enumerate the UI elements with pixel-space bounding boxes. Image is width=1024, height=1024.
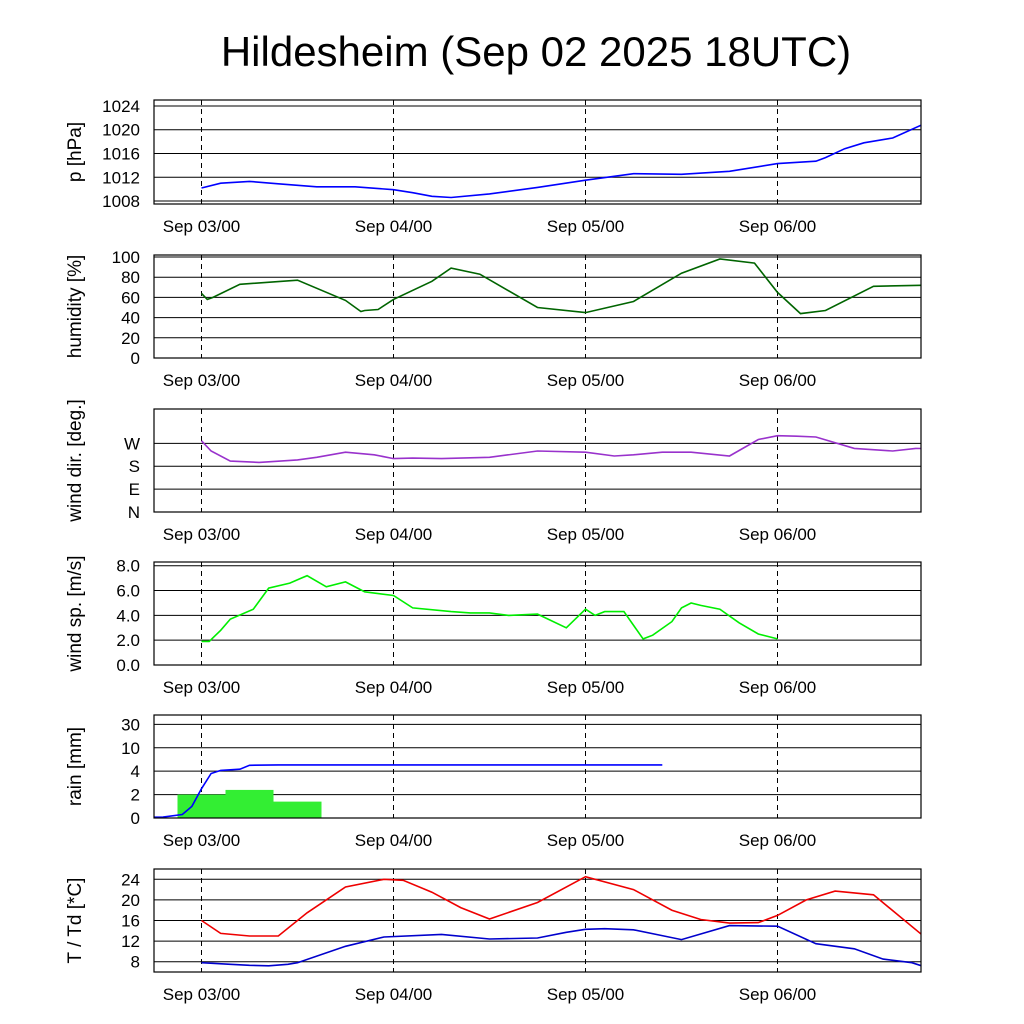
y-tick-label: 24 [121,870,140,889]
y-tick-label: 40 [121,309,140,328]
x-tick-label: Sep 05/00 [547,217,625,236]
x-tick-label: Sep 05/00 [547,831,625,850]
panel-1: 1008 1012 1016 1020 1024 Sep 03/00 Sep 04/00 Se… [65,97,922,236]
y-tick-label: 0 [131,349,140,368]
y-tick-label: 12 [121,932,140,951]
y-tick-label: 20 [121,329,140,348]
x-tick-label: Sep 06/00 [739,525,817,544]
y-tick-label: 2 [131,786,140,805]
y-tick-label: 8 [131,953,140,972]
y-tick-label: W [124,434,140,453]
x-tick-label: Sep 03/00 [163,831,241,850]
x-tick-label: Sep 06/00 [739,831,817,850]
x-tick-label: Sep 03/00 [163,678,241,697]
y-axis-label: T / Td [*C] [65,878,86,964]
y-tick-label: 4.0 [116,606,140,625]
x-tick-label: Sep 05/00 [547,371,625,390]
series-line-1 [201,574,778,643]
y-tick-label: 1012 [102,168,140,187]
series-line-1 [154,764,663,818]
series-line-2 [201,924,921,967]
y-axis-label: rain [mm] [65,727,86,806]
y-tick-label: 4 [131,762,140,781]
panel-5: 0 2 4 10 30 Sep 03/00 Sep 04/00 Sep 05/00 Sep 06… [65,714,922,850]
rain-bar [273,801,322,818]
x-tick-label: Sep 03/00 [163,985,241,1004]
x-tick-label: Sep 05/00 [547,678,625,697]
y-tick-label: 6.0 [116,582,140,601]
series-line-1 [201,875,921,937]
x-tick-label: Sep 05/00 [547,985,625,1004]
rain-bar [225,789,274,818]
y-tick-label: 8.0 [116,557,140,576]
panel-4: 0.0 2.0 4.0 6.0 8.0 Sep 03/00 Sep 04/00 Sep 05/… [65,555,922,697]
y-tick-label: 80 [121,268,140,287]
plot-frame [153,254,922,359]
plot-frame [153,714,922,819]
y-tick-label: 1016 [102,144,140,163]
x-tick-label: Sep 06/00 [739,371,817,390]
y-tick-label: 1008 [102,192,140,211]
series-line-1 [200,434,921,464]
y-tick-label: 20 [121,891,140,910]
y-axis-label: humidity [%] [65,255,86,358]
plot-frame [153,561,922,666]
x-tick-label: Sep 06/00 [739,678,817,697]
x-tick-label: Sep 06/00 [739,217,817,236]
y-tick-label: 60 [121,288,140,307]
x-tick-label: Sep 03/00 [163,217,241,236]
y-tick-label: 1020 [102,121,140,140]
x-tick-label: Sep 03/00 [163,371,241,390]
rain-bar [177,794,226,818]
x-tick-label: Sep 03/00 [163,525,241,544]
x-tick-label: Sep 04/00 [355,985,433,1004]
x-tick-label: Sep 04/00 [355,831,433,850]
plot-frame [153,868,922,973]
x-tick-label: Sep 05/00 [547,525,625,544]
series-line-1 [200,258,921,315]
y-tick-label: 30 [121,715,140,734]
plot-frame [153,408,922,513]
x-tick-label: Sep 04/00 [355,678,433,697]
y-tick-label: 0.0 [116,656,140,675]
x-tick-label: Sep 04/00 [355,525,433,544]
y-tick-label: 100 [112,248,140,267]
y-tick-label: 10 [121,739,140,758]
x-tick-label: Sep 04/00 [355,371,433,390]
y-axis-label: wind dir. [deg.] [65,399,86,523]
y-tick-label: N [128,503,140,522]
x-tick-label: Sep 06/00 [739,985,817,1004]
y-tick-label: 16 [121,912,140,931]
series-line-1 [201,124,921,199]
y-tick-label: 0 [131,809,140,828]
y-tick-label: S [129,457,140,476]
y-axis-label: wind sp. [m/s] [65,555,86,672]
y-tick-label: 1024 [102,97,140,116]
x-tick-label: Sep 04/00 [355,217,433,236]
plot-frame [153,99,922,205]
chart-title: Hildesheim (Sep 02 2025 18UTC) [221,28,851,75]
y-axis-label: p [hPa] [65,122,86,182]
y-tick-label: 2.0 [116,631,140,650]
y-tick-label: E [129,480,140,499]
